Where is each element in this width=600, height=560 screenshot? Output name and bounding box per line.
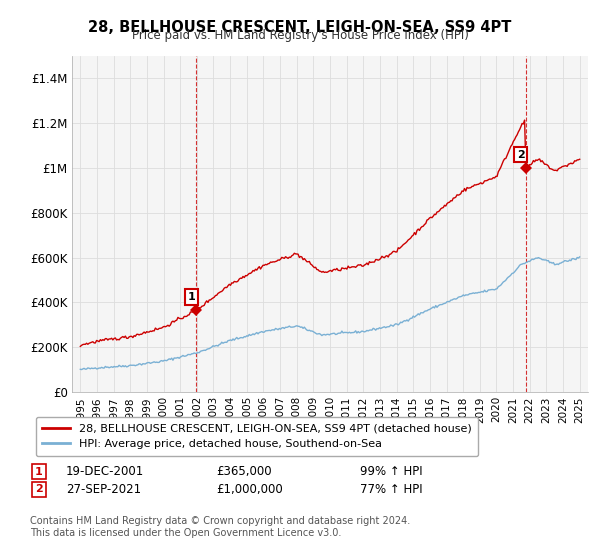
Text: £365,000: £365,000 xyxy=(216,465,272,478)
Text: 28, BELLHOUSE CRESCENT, LEIGH-ON-SEA, SS9 4PT: 28, BELLHOUSE CRESCENT, LEIGH-ON-SEA, SS… xyxy=(88,20,512,35)
Text: 2: 2 xyxy=(35,484,43,494)
Text: 27-SEP-2021: 27-SEP-2021 xyxy=(66,483,141,496)
Text: 77% ↑ HPI: 77% ↑ HPI xyxy=(360,483,422,496)
Text: £1,000,000: £1,000,000 xyxy=(216,483,283,496)
Text: Contains HM Land Registry data © Crown copyright and database right 2024.
This d: Contains HM Land Registry data © Crown c… xyxy=(30,516,410,538)
Text: 2: 2 xyxy=(517,150,524,160)
Text: 1: 1 xyxy=(187,292,195,302)
Text: 99% ↑ HPI: 99% ↑ HPI xyxy=(360,465,422,478)
Text: 1: 1 xyxy=(35,466,43,477)
Legend: 28, BELLHOUSE CRESCENT, LEIGH-ON-SEA, SS9 4PT (detached house), HPI: Average pri: 28, BELLHOUSE CRESCENT, LEIGH-ON-SEA, SS… xyxy=(35,417,478,456)
Text: 19-DEC-2001: 19-DEC-2001 xyxy=(66,465,144,478)
Text: Price paid vs. HM Land Registry's House Price Index (HPI): Price paid vs. HM Land Registry's House … xyxy=(131,29,469,42)
